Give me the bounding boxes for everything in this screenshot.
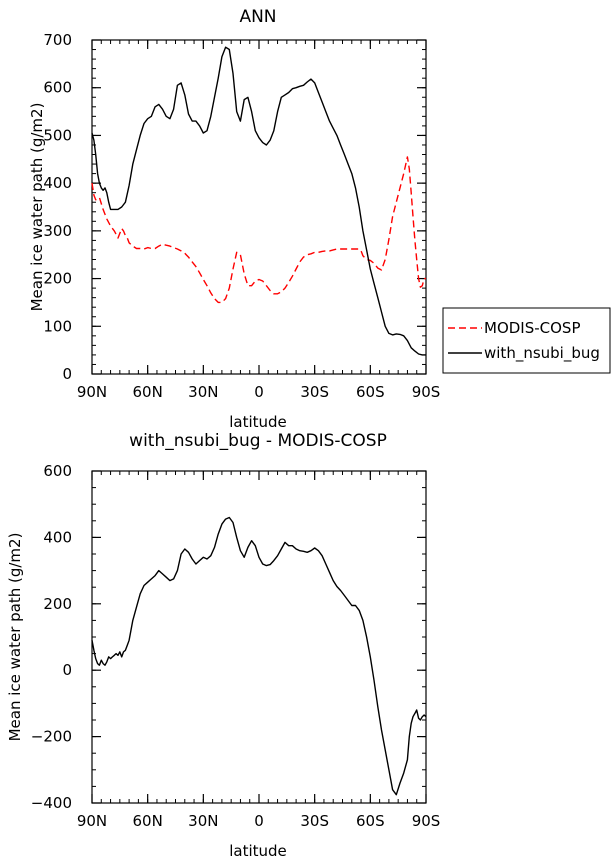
top-chart: 90N 60N 30N 0 30S 60S 90S 0 100 200 300 400 500 600 70… xyxy=(43,31,440,401)
top-y-tick-label: 400 xyxy=(43,174,72,192)
top-plot-frame xyxy=(91,39,427,375)
bottom-y-tick-label: 600 xyxy=(43,462,72,480)
bottom-y-tick-label: 200 xyxy=(43,595,72,613)
top-x-tick-label: 90S xyxy=(412,383,441,401)
legend-label-modis-cosp: MODIS-COSP xyxy=(484,319,581,337)
bottom-y-tick-label: −400 xyxy=(31,794,72,812)
bottom-x-tick-label: 60N xyxy=(133,812,163,830)
bottom-series-with-nsubi-bug-modis-cosp xyxy=(91,516,427,796)
top-y-tick-label: 100 xyxy=(43,317,72,335)
top-y-tick-label: 200 xyxy=(43,270,72,288)
top-x-tick-label: 60S xyxy=(356,383,385,401)
top-y-tick-label: 600 xyxy=(43,79,72,97)
legend-box xyxy=(442,307,611,374)
top-y-tick-label: 500 xyxy=(43,126,72,144)
bottom-x-tick-label: 30S xyxy=(300,812,329,830)
top-series-with-nsubi-bug xyxy=(91,46,426,356)
bottom-chart-y-axis-label: Mean ice water path (g/m2) xyxy=(6,533,24,742)
top-y-tick-label: 0 xyxy=(62,365,72,383)
top-chart-x-axis-label: latitude xyxy=(229,413,287,431)
top-x-tick-label: 30S xyxy=(300,383,329,401)
bottom-x-tick-label: 30N xyxy=(188,812,218,830)
top-y-tick-label: 700 xyxy=(43,31,72,49)
bottom-x-tick-label: 90N xyxy=(77,812,107,830)
top-x-tick-label: 60N xyxy=(133,383,163,401)
top-x-tick-label: 30N xyxy=(188,383,218,401)
bottom-chart: 90N 60N 30N 0 30S 60S 90S −400 −200 0 200 400 600 xyxy=(31,462,441,830)
bottom-y-tick-label: −200 xyxy=(31,728,72,746)
bottom-x-tick-label: 0 xyxy=(254,812,264,830)
top-x-tick-label: 90N xyxy=(77,383,107,401)
top-series-modis-cosp xyxy=(91,156,426,304)
bottom-x-tick-label: 90S xyxy=(412,812,441,830)
legend: MODIS-COSP with_nsubi_bug xyxy=(442,307,611,374)
top-chart-title: ANN xyxy=(239,7,276,27)
bottom-x-tick-label: 60S xyxy=(356,812,385,830)
plot-areas: 90N 60N 30N 0 30S 60S 90S 0 100 200 300 400 500 600 70… xyxy=(31,31,441,830)
bottom-y-tick-label: 400 xyxy=(43,528,72,546)
bottom-y-tick-label: 0 xyxy=(62,661,72,679)
top-x-tick-label: 0 xyxy=(254,383,264,401)
bottom-plot-frame xyxy=(91,470,427,804)
top-y-tick-label: 300 xyxy=(43,222,72,240)
top-chart-y-axis-label: Mean ice water path (g/m2) xyxy=(28,103,46,312)
bottom-chart-x-axis-label: latitude xyxy=(229,842,287,860)
legend-label-with-nsubi-bug: with_nsubi_bug xyxy=(484,344,600,363)
bottom-chart-title: with_nsubi_bug - MODIS-COSP xyxy=(129,431,387,451)
